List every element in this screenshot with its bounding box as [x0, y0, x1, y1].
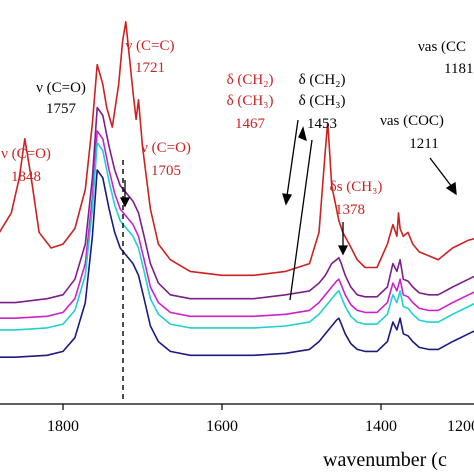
tick-label-1800: 1800: [47, 418, 79, 435]
annotation-1211-line2: 1211: [409, 136, 438, 152]
annotation-1757-line2: 1757: [46, 101, 77, 117]
annotation-1848-line1: ν (C=O): [1, 146, 51, 162]
annotation-1467: δ (CH₂) δ (CH₃) 1467: [227, 72, 274, 132]
series-line-2: [0, 106, 474, 304]
arrow-1211-head: [445, 181, 457, 196]
annotation-1453-line2: δ (CH₃): [299, 93, 346, 109]
arrow-1705-head: [119, 197, 131, 208]
annotation-1757: ν (C=O) 1757: [36, 80, 86, 117]
arrow-1211: [429, 157, 453, 188]
arrow-1467: [286, 119, 299, 197]
x-ticks: [62, 404, 382, 410]
annotation-1453-line3: 1453: [307, 116, 337, 132]
annotation-1705: ν (C=O) 1705: [141, 140, 191, 179]
annotation-1378-line1: δs (CH₃): [330, 179, 383, 195]
annotation-1211-line1: νas (COC): [380, 113, 444, 129]
tick-label-1200: 1200: [447, 418, 474, 435]
series-line-1: [0, 20, 474, 277]
tick-label-1400: 1400: [365, 418, 397, 435]
x-axis-label: wavenumber (c: [323, 449, 447, 471]
annotation-1721: ν (C=C) 1721: [126, 38, 175, 76]
arrow-1467-head: [282, 193, 293, 206]
series-layer: [0, 20, 474, 359]
annotation-1705-line2: 1705: [151, 163, 181, 179]
annotation-arrows: [119, 119, 457, 301]
arrow-1453: [289, 139, 313, 301]
arrow-1453-head: [298, 126, 307, 142]
annotation-1181-line2: 1181: [444, 61, 473, 77]
annotation-1848: ν (C=O) 1848: [1, 146, 51, 185]
tick-label-1600: 1600: [206, 418, 238, 435]
annotation-1721-line2: 1721: [135, 60, 165, 76]
annotation-1467-line3: 1467: [235, 116, 266, 132]
annotation-1467-line1: δ (CH₂): [227, 72, 274, 88]
annotation-1453: δ (CH₂) δ (CH₃) 1453: [299, 72, 346, 132]
series-line-4: [0, 141, 474, 331]
annotation-1453-line1: δ (CH₂): [299, 72, 346, 88]
series-line-5: [0, 169, 474, 359]
annotation-1378-line2: 1378: [335, 202, 365, 218]
annotation-1181-line1: νas (CC: [418, 39, 466, 55]
annotation-1211: νas (COC) 1211: [380, 113, 444, 152]
annotation-1848-line2: 1848: [11, 169, 41, 185]
annotation-1378: δs (CH₃) 1378: [330, 179, 383, 218]
series-line-3: [0, 130, 474, 320]
arrow-1378-head: [337, 245, 349, 256]
annotation-1467-line2: δ (CH₃): [227, 93, 274, 109]
annotation-1757-line1: ν (C=O): [36, 80, 86, 96]
annotation-1721-line1: ν (C=C): [126, 38, 175, 54]
annotation-1181: νas (CC 1181: [418, 39, 473, 77]
annotation-1705-line1: ν (C=O): [141, 140, 191, 156]
